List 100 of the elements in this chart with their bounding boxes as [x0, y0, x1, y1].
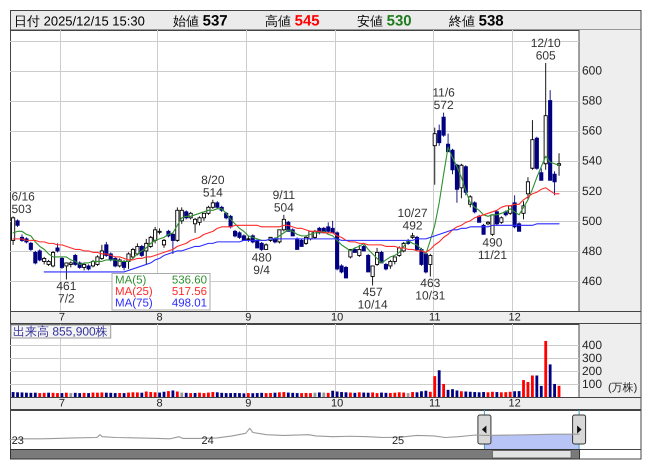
x-tick-label: 11 — [429, 398, 440, 410]
candlestick — [534, 136, 539, 170]
y-tick-label: 560 — [582, 124, 602, 138]
bar — [154, 392, 157, 397]
bar — [318, 392, 321, 397]
bar — [366, 392, 370, 397]
annotation: 8/20 514 — [201, 172, 225, 200]
candlestick — [499, 216, 504, 224]
bar — [388, 392, 392, 397]
bar — [256, 393, 259, 397]
bar — [473, 392, 476, 397]
bar — [29, 392, 32, 397]
bar — [144, 392, 148, 397]
candlestick — [246, 235, 250, 242]
bar — [322, 392, 326, 397]
candlestick — [264, 242, 268, 250]
bar — [558, 386, 560, 397]
text: 始値 537 — [173, 12, 228, 29]
candlestick — [162, 238, 166, 248]
candlestick — [38, 248, 42, 262]
annotation: 6/16 503 — [12, 189, 36, 216]
y-axis-title: (万株) — [608, 381, 638, 394]
bar — [34, 392, 37, 397]
annotation: 12/10 605 — [530, 36, 562, 63]
y-tick-label: 100 — [582, 376, 602, 391]
bar — [78, 393, 82, 397]
bar — [246, 393, 250, 397]
bar — [314, 392, 316, 397]
candlestick — [170, 232, 175, 254]
bar — [82, 392, 86, 397]
x-tick-label: 7 — [58, 312, 65, 324]
annotation: 461 7/2 — [56, 278, 77, 306]
bar — [136, 392, 139, 397]
candlestick — [530, 120, 534, 170]
candlestick — [16, 218, 20, 228]
x-tick-label: 12 — [508, 312, 521, 324]
candlestick — [556, 152, 562, 176]
candlestick — [539, 168, 544, 181]
bar — [100, 392, 104, 397]
x-tick-label: 8 — [156, 398, 163, 410]
bar — [180, 392, 184, 397]
candlestick — [366, 253, 370, 272]
bar — [286, 392, 290, 397]
text: 終値 538 — [448, 12, 504, 29]
x-tick-label: 11 — [429, 312, 440, 324]
candlestick — [122, 259, 126, 271]
x-tick-label: 8 — [156, 312, 163, 324]
y-tick-label: 200 — [582, 364, 602, 378]
annotation: 457 10/14 — [358, 284, 388, 312]
bar — [38, 393, 42, 397]
bar — [149, 392, 152, 397]
x-tick-label: 7 — [58, 398, 65, 410]
bar — [64, 392, 68, 397]
annotation: 480 9/4 — [252, 250, 272, 277]
bar — [282, 392, 286, 397]
bar — [167, 391, 170, 397]
candlestick — [432, 127, 437, 186]
bar — [69, 393, 72, 397]
bar — [406, 393, 410, 397]
bar — [12, 392, 15, 397]
bar — [349, 392, 352, 397]
x-tick-label: 23 — [12, 435, 24, 447]
bar — [211, 392, 214, 397]
candlestick — [237, 230, 242, 240]
candlestick — [86, 264, 91, 271]
text: 日付 2025/12/15 15:30 — [14, 13, 145, 28]
candlestick — [362, 244, 366, 252]
bar — [464, 392, 468, 397]
y-tick-label: 400 — [582, 338, 602, 352]
chart-title: 出来高 855,900株 — [13, 324, 108, 338]
x-tick-label: 10 — [330, 312, 344, 324]
bar — [504, 392, 508, 397]
bar — [296, 393, 299, 397]
y-tick-label: 300 — [582, 350, 602, 365]
series-labels: MA(5) 536.60 MA(25) 517.56 MA(75) 498.01 — [112, 273, 210, 310]
x-tick-label: 9 — [245, 312, 252, 324]
bar — [402, 392, 406, 397]
candlestick — [384, 262, 388, 271]
bar — [140, 392, 144, 397]
x-tick-label: 25 — [392, 435, 404, 447]
y-tick-label: 480 — [582, 244, 602, 258]
bar — [442, 384, 446, 397]
candlestick — [392, 256, 397, 265]
bar — [189, 393, 192, 397]
bar — [460, 391, 463, 397]
y-tick-label: 520 — [582, 184, 602, 198]
bar — [60, 393, 64, 397]
bar — [393, 392, 396, 397]
text: 安値 530 — [357, 12, 412, 29]
bar — [362, 392, 366, 397]
candlestick — [82, 262, 86, 271]
candlestick — [232, 229, 238, 238]
annotation: 11/6 572 — [432, 86, 456, 112]
annotation: 9/11 504 — [272, 188, 296, 214]
candlestick — [357, 244, 362, 258]
candlestick — [295, 236, 300, 250]
bar — [371, 392, 374, 397]
candlestick — [28, 241, 33, 252]
candlestick — [410, 232, 415, 240]
annotation: 10/27 492 — [398, 206, 428, 232]
